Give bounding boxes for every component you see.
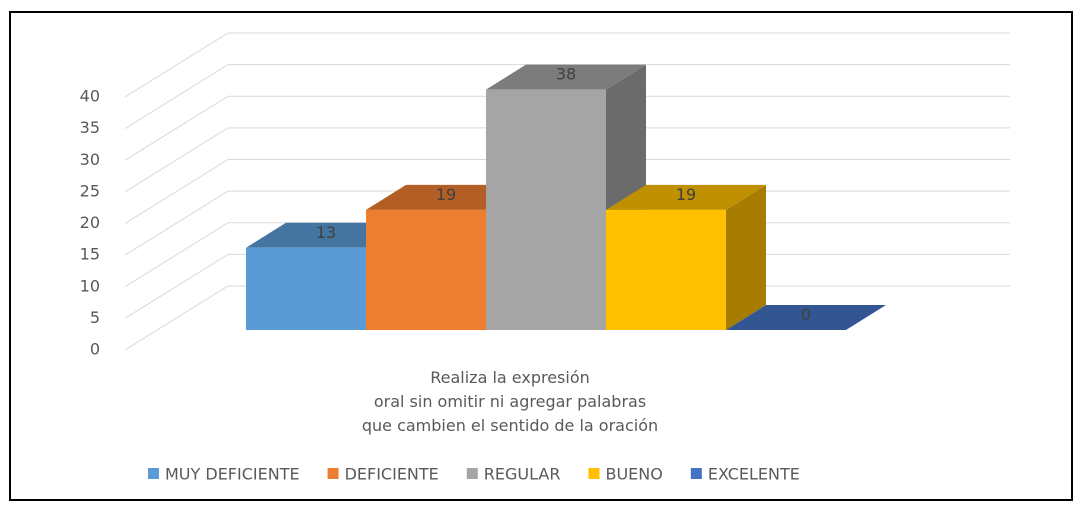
y-tick-label: 20	[80, 213, 100, 232]
data-label: 13	[316, 223, 336, 242]
grid-line	[124, 95, 1010, 161]
legend-swatch	[466, 468, 478, 479]
grid-line	[124, 32, 1010, 98]
y-tick-label: 10	[80, 276, 100, 295]
y-tick-label: 40	[80, 87, 100, 106]
y-tick-label: 30	[80, 150, 100, 169]
grid-line	[124, 64, 1010, 130]
legend-label: REGULAR	[484, 465, 561, 484]
bar	[726, 305, 886, 330]
legend-label: MUY DEFICIENTE	[165, 465, 300, 484]
y-tick-label: 15	[80, 245, 100, 264]
category-label: Realiza la expresión oral sin omitir ni a…	[362, 368, 658, 435]
y-tick-label: 35	[80, 118, 100, 137]
legend-swatch	[588, 468, 600, 479]
y-tick-label: 5	[90, 308, 100, 327]
grid-line	[124, 127, 1010, 193]
bar-front	[486, 89, 606, 331]
data-label: 19	[436, 185, 456, 204]
bar-side	[726, 184, 766, 330]
legend-swatch	[327, 468, 339, 479]
legend-swatch	[148, 468, 159, 479]
data-label: 0	[801, 305, 811, 324]
data-label: 38	[556, 65, 576, 84]
bar-front	[366, 209, 486, 330]
legend-label: EXCELENTE	[708, 465, 800, 484]
grid-line	[124, 159, 1010, 224]
y-tick-label: 0	[90, 340, 100, 359]
y-tick-label: 25	[80, 181, 100, 200]
bar-top	[726, 305, 886, 330]
bar-front	[606, 209, 726, 330]
category-line: Realiza la expresión	[430, 368, 590, 387]
data-label: 19	[676, 185, 696, 204]
legend-label: BUENO	[605, 465, 662, 484]
legend-swatch	[690, 468, 702, 479]
legend-label: DEFICIENTE	[345, 465, 439, 484]
bar-front	[246, 247, 366, 330]
bar-top	[606, 184, 766, 210]
category-line: que cambien el sentido de la oración	[362, 416, 658, 435]
bar-top	[486, 64, 646, 90]
category-line: oral sin omitir ni agregar palabras	[374, 392, 646, 411]
bar	[606, 184, 766, 330]
